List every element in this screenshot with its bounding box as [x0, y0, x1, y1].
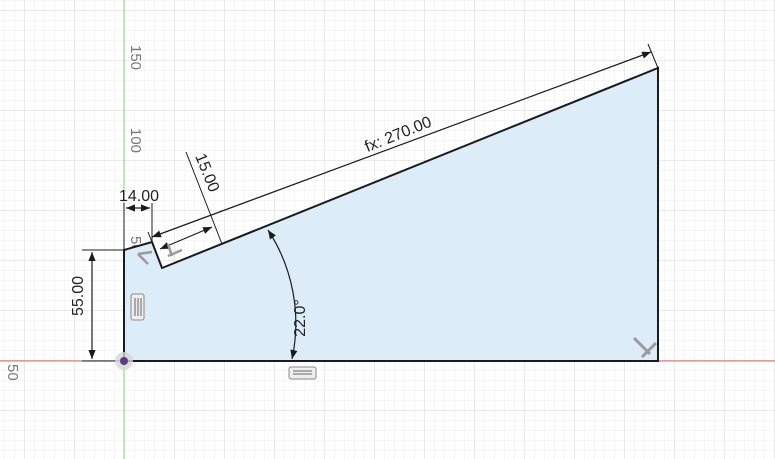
origin-icon[interactable] — [115, 352, 133, 370]
top-width-dimension-label[interactable]: 14.00 — [119, 188, 159, 205]
angle-dimension-label[interactable]: 22.0° — [292, 299, 309, 337]
vertical-constraint-icon[interactable] — [130, 293, 145, 321]
height-dimension-label[interactable]: 55.00 — [70, 276, 87, 316]
grid-label-y150: 150 — [127, 45, 144, 70]
grid-label-y100: 100 — [127, 128, 144, 153]
grid-label-x50: 50 — [4, 364, 21, 381]
angle-dimension[interactable]: 22.0° — [267, 229, 309, 360]
perpendicular-constraint-icon[interactable] — [632, 336, 658, 359]
coincident-constraint-icon[interactable] — [137, 243, 183, 265]
horizontal-constraint-icon[interactable] — [288, 366, 317, 380]
